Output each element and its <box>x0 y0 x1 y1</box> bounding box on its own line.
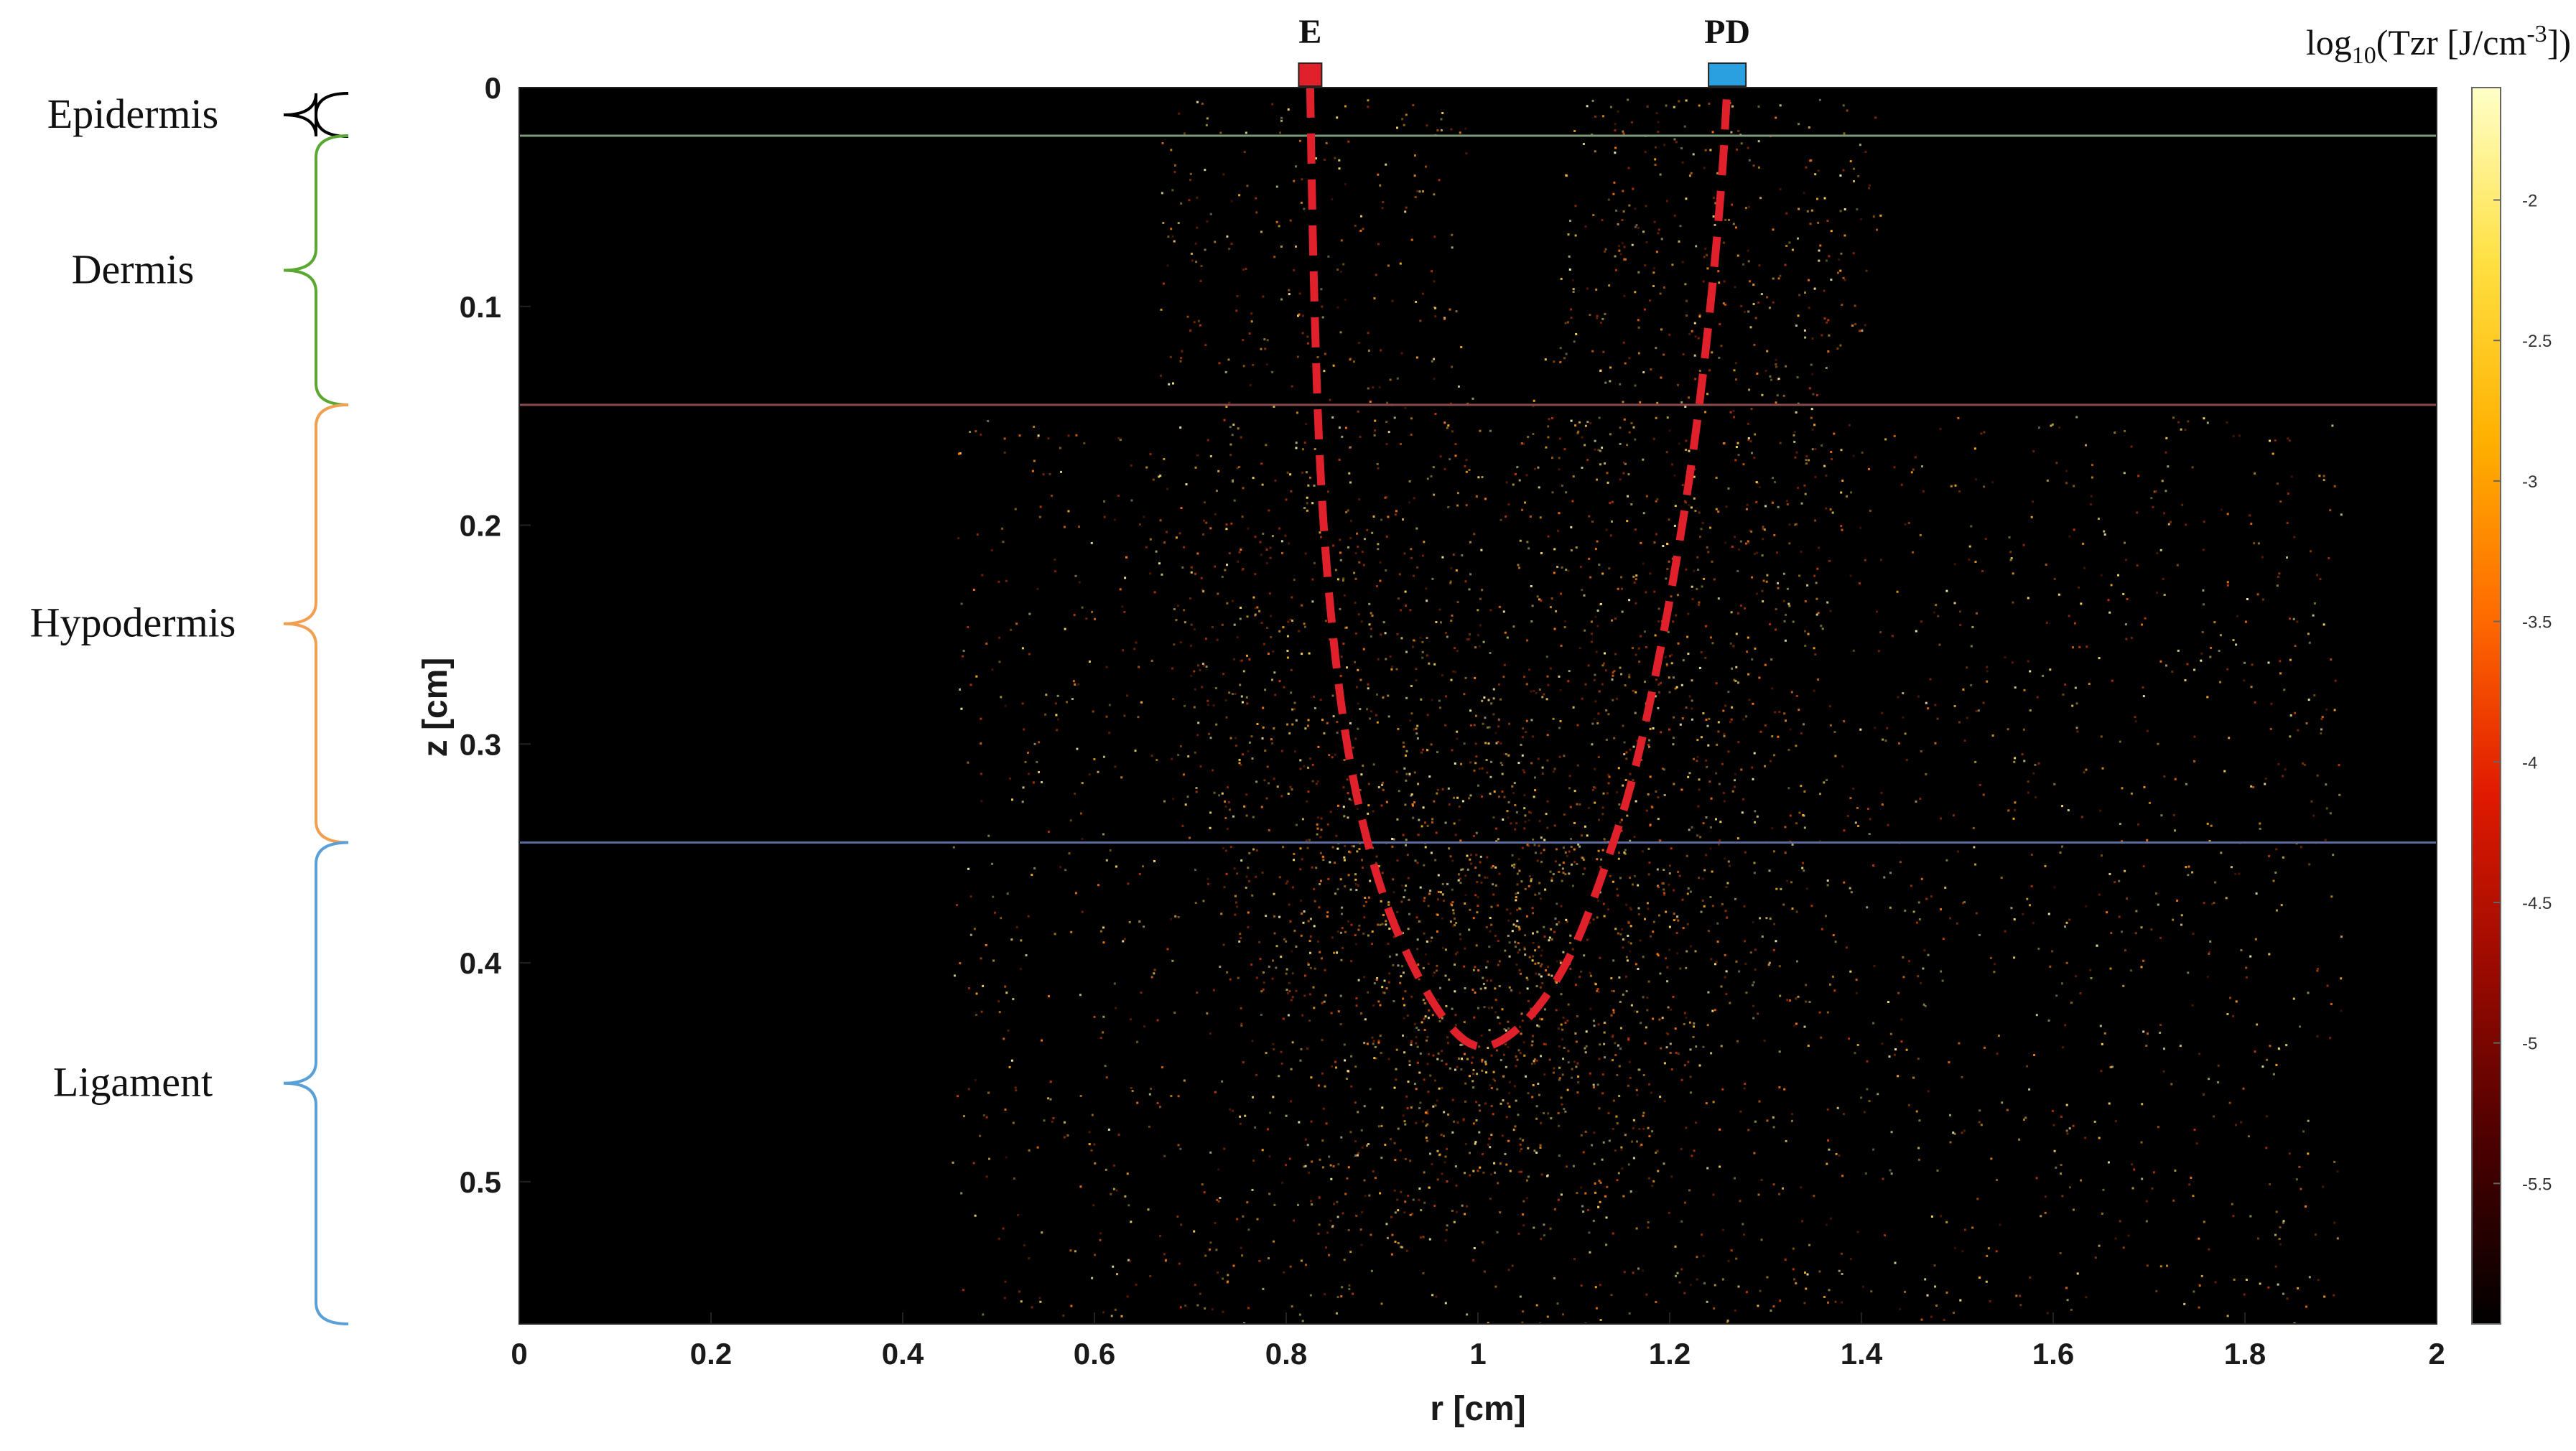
bracket-ligament <box>283 841 349 1325</box>
colorbar-label-log: log <box>2306 22 2352 62</box>
x-tick-label: 0 <box>511 1337 527 1371</box>
marker-pd <box>1708 62 1747 87</box>
colorbar-ticks: -2 -2.5 -3 -3.5 -4 -4.5 -5 -5.5 <box>2493 192 2552 1194</box>
colorbar-tick-label: -2.5 <box>2522 332 2552 351</box>
colorbar-label-suffix: ]) <box>2547 22 2571 62</box>
x-tick-label: 1 <box>1469 1337 1486 1371</box>
markers: E PD <box>1298 13 1750 87</box>
layer-name-dermis: Dermis <box>72 246 195 292</box>
x-tick-label: 1.6 <box>2032 1337 2074 1371</box>
layer-annotations: Epidermis Dermis Hypodermis Ligament <box>30 90 349 1325</box>
banana-path-line <box>1306 88 1731 1051</box>
x-tick-label: 1.2 <box>1649 1337 1691 1371</box>
colorbar-tick-label: -5 <box>2522 1035 2537 1054</box>
x-axis-label: r [cm] <box>1430 1390 1525 1428</box>
y-tick-label: 0.4 <box>460 946 502 980</box>
colorbar-tick-label: -5.5 <box>2522 1175 2552 1194</box>
layer-name-epidermis: Epidermis <box>47 90 218 137</box>
x-tick-label: 1.8 <box>2224 1337 2266 1371</box>
colorbar-tick-label: -3 <box>2522 472 2537 492</box>
x-tick-label: 0.8 <box>1265 1337 1307 1371</box>
bracket-dermis <box>283 134 349 406</box>
marker-e <box>1298 62 1323 87</box>
y-axis-label: z [cm] <box>417 658 455 757</box>
marker-label-e: E <box>1298 13 1321 51</box>
x-tick-label: 0.4 <box>882 1337 924 1371</box>
colorbar-label-exp: -3 <box>2526 21 2547 47</box>
y-tick-label: 0.3 <box>460 727 501 761</box>
bracket-epidermis <box>283 92 349 138</box>
marker-label-pd: PD <box>1704 13 1750 51</box>
y-tick-label: 0.2 <box>460 509 501 543</box>
colorbar-label: log10(Tzr [J/cm-3]) <box>2306 21 2571 69</box>
colorbar-tick-label: -4.5 <box>2522 894 2552 913</box>
colorbar-label-base: 10 <box>2352 42 2376 69</box>
y-tick-label: 0.1 <box>460 290 501 324</box>
layer-name-ligament: Ligament <box>53 1059 213 1106</box>
banana-path <box>1306 88 1731 1051</box>
x-tick-label: 2 <box>2428 1337 2445 1371</box>
colorbar <box>2471 87 2501 1325</box>
x-tick-label: 1.4 <box>1841 1337 1883 1371</box>
x-tick-label: 0.2 <box>690 1337 732 1371</box>
bracket-hypodermis <box>283 403 349 844</box>
colorbar-tick-label: -2 <box>2522 192 2537 211</box>
y-tick-label: 0.5 <box>460 1165 501 1199</box>
y-axis-ticks: 0 0.1 0.2 0.3 0.4 0.5 <box>460 71 531 1199</box>
colorbar-tick-label: -3.5 <box>2522 613 2552 633</box>
x-tick-label: 0.6 <box>1074 1337 1115 1371</box>
y-tick-label: 0 <box>485 71 501 105</box>
heatmap-area <box>519 88 2437 1324</box>
x-axis-ticks: 0 0.2 0.4 0.6 0.8 1 1.2 1.4 1.6 1.8 2 <box>511 1312 2445 1371</box>
layer-name-hypodermis: Hypodermis <box>30 599 236 646</box>
colorbar-label-main: (Tzr [J/cm <box>2376 22 2527 62</box>
colorbar-tick-label: -4 <box>2522 753 2537 773</box>
layer-boundaries <box>519 134 2437 844</box>
